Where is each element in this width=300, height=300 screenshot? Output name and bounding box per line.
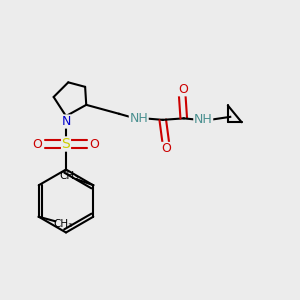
Text: S: S: [61, 137, 70, 151]
Text: O: O: [33, 137, 42, 151]
Text: NH: NH: [129, 112, 148, 125]
Text: O: O: [178, 83, 188, 96]
Text: CH₃: CH₃: [60, 171, 79, 181]
Text: N: N: [61, 115, 71, 128]
Text: O: O: [90, 137, 99, 151]
Text: O: O: [161, 142, 171, 155]
Text: CH₃: CH₃: [53, 219, 72, 229]
Text: NH: NH: [194, 113, 213, 126]
